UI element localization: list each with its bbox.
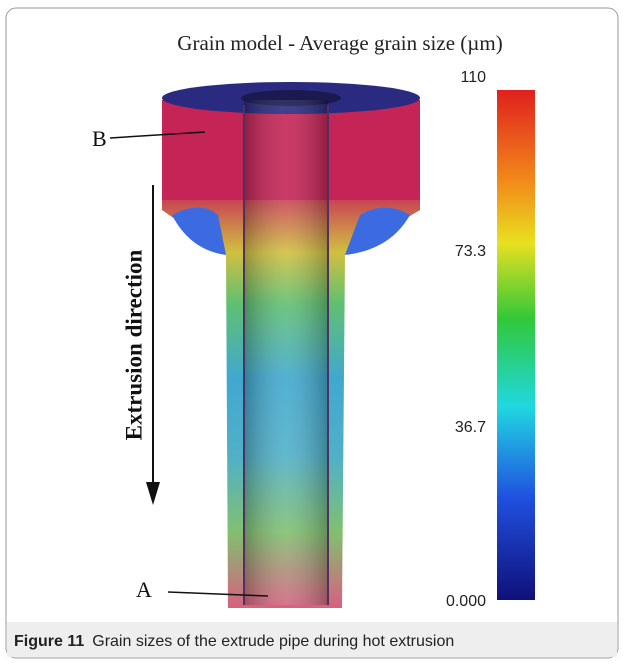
colorbar — [497, 90, 535, 600]
frame — [5, 7, 619, 659]
title: Grain model - Average grain size (µm) — [177, 31, 502, 55]
label-a: A — [136, 577, 152, 602]
direction-label: Extrusion direction — [121, 249, 146, 440]
label-b: B — [92, 126, 107, 151]
caption-bg — [7, 622, 617, 657]
caption-number: Figure 11 — [14, 633, 84, 650]
colorbar-tick-label: 36.7 — [455, 419, 486, 436]
pointer-a — [167, 591, 269, 597]
pointer-b — [109, 131, 206, 139]
colorbar-tick-label: 110 — [460, 69, 486, 86]
colorbar-tick-label: 73.3 — [455, 243, 486, 260]
caption-text: Grain sizes of the extrude pipe during h… — [92, 633, 454, 650]
caption: Figure 11 Grain sizes of the extrude pipe… — [14, 633, 454, 650]
pipe-model — [162, 82, 420, 608]
colorbar-tick-label: 0.000 — [446, 593, 486, 610]
arrow-head — [146, 482, 160, 505]
